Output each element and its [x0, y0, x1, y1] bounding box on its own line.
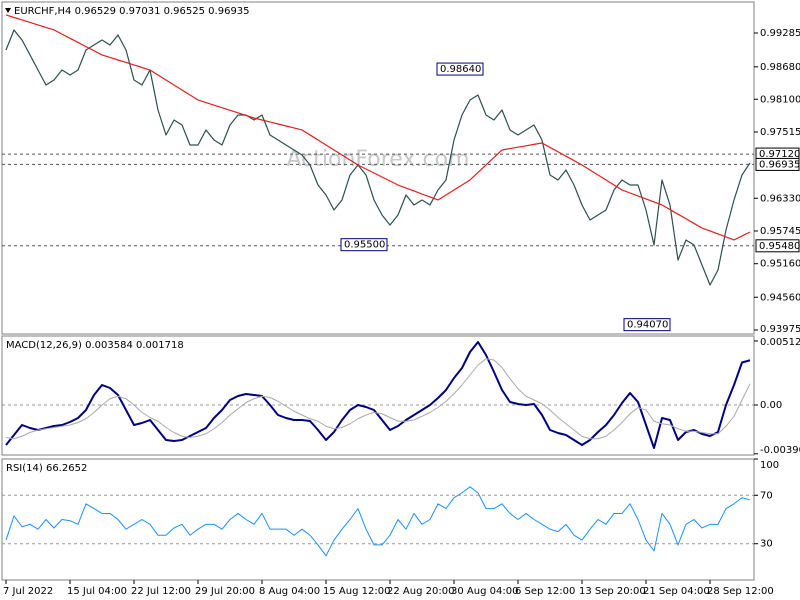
series-line: [5, 14, 751, 241]
symbol-icon: [5, 8, 11, 13]
y-tick-label: 70: [760, 490, 773, 501]
panel: [1, 1, 755, 335]
x-tick-label: 13 Sep 20:00: [579, 586, 646, 597]
y-tick-label: 0.99285: [760, 28, 800, 39]
annotation-box: [623, 318, 671, 332]
y-tick-label: 30: [760, 539, 773, 550]
price-level-label: 0.97120: [759, 149, 800, 160]
y-tick-label: 0.97515: [760, 127, 800, 138]
y-tick-label: 0.98100: [760, 94, 800, 105]
y-tick-label: 0.98680: [760, 62, 800, 73]
y-tick-label: 0.95745: [760, 226, 800, 237]
series-line: [5, 486, 751, 557]
y-tick-label: 0.93975: [760, 324, 800, 335]
x-tick-label: 21 Sep 04:00: [643, 586, 710, 597]
y-tick-label: 0.96330: [760, 193, 800, 204]
annotation-box: [340, 238, 388, 252]
y-tick-label: 0.00: [760, 400, 782, 411]
price-level-label: 0.96935: [759, 159, 800, 170]
y-tick-label: 0.005122: [760, 337, 800, 348]
y-tick-label: 0.95160: [760, 259, 800, 270]
x-tick-label: 28 Sep 12:00: [707, 586, 774, 597]
series-line: [5, 341, 751, 449]
series-line: [5, 358, 751, 440]
annotation-label: 0.98640: [440, 64, 481, 75]
x-tick-label: 6 Sep 12:00: [515, 586, 575, 597]
x-tick-label: 22 Aug 20:00: [387, 586, 454, 597]
series-line: [5, 29, 751, 286]
x-tick-label: 8 Aug 04:00: [259, 586, 320, 597]
annotation-box: [436, 62, 484, 76]
x-tick-label: 15 Aug 12:00: [323, 586, 390, 597]
watermark: ActionForex.com: [287, 147, 470, 172]
y-tick-label: 100: [760, 460, 779, 471]
x-tick-label: 15 Jul 04:00: [67, 586, 127, 597]
price-level-box: [755, 157, 800, 171]
x-tick-label: 29 Jul 20:00: [195, 586, 255, 597]
price-level-box: [755, 239, 800, 253]
y-tick-label: 0.94560: [760, 292, 800, 303]
panel-title: RSI(14) 66.2652: [6, 463, 87, 474]
annotation-label: 0.95500: [344, 240, 385, 251]
panel: [1, 458, 755, 581]
price-level-label: 0.95480: [759, 241, 800, 252]
y-tick-label: -0.003905: [760, 445, 800, 456]
panel-title: MACD(12,26,9) 0.003584 0.001718: [6, 340, 184, 351]
x-tick-label: 22 Jul 12:00: [131, 586, 191, 597]
panel: [1, 335, 755, 456]
annotation-label: 0.94070: [627, 320, 668, 331]
x-tick-label: 30 Aug 04:00: [451, 586, 518, 597]
x-tick-label: 7 Jul 2022: [3, 586, 53, 597]
panel-title: EURCHF,H4 0.96529 0.97031 0.96525 0.9693…: [14, 6, 250, 17]
